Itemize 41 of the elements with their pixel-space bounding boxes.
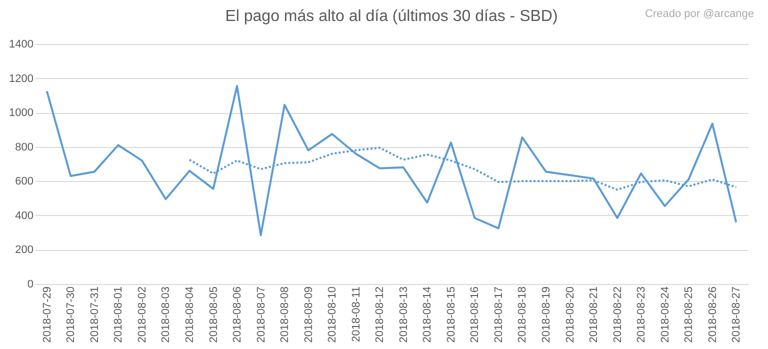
y-tick-label: 600 xyxy=(15,176,34,188)
x-tick-label: 2018-08-24 xyxy=(659,286,672,343)
x-tick-label: 2018-08-14 xyxy=(422,286,434,343)
y-tick-label: 0 xyxy=(27,278,34,290)
x-tick-label: 2018-08-02 xyxy=(136,286,148,343)
x-tick-label: 2018-08-18 xyxy=(516,286,529,343)
y-tick-label: 400 xyxy=(15,210,34,222)
x-tick-label: 2018-08-15 xyxy=(445,286,458,343)
x-tick-label: 2018-08-17 xyxy=(492,286,505,343)
x-tick-label: 2018-08-10 xyxy=(326,286,339,343)
x-tick-label: 2018-07-31 xyxy=(88,286,101,343)
x-tick-label: 2018-08-19 xyxy=(540,286,552,343)
y-tick-label: 1400 xyxy=(9,38,34,50)
x-tick-label: 2018-08-09 xyxy=(302,286,315,343)
x-tick-label: 2018-08-22 xyxy=(612,286,624,343)
x-tick-label: 2018-08-04 xyxy=(184,286,196,343)
x-tick-label: 2018-07-30 xyxy=(65,286,78,343)
x-tick-label: 2018-08-27 xyxy=(730,286,743,343)
x-tick-label: 2018-08-26 xyxy=(706,286,719,343)
y-tick-label: 1000 xyxy=(9,107,34,120)
text: Creado por @arcange xyxy=(644,8,754,20)
x-tick-label: 2018-08-05 xyxy=(208,286,220,343)
x-tick-label: 2018-08-13 xyxy=(398,286,410,343)
line-series xyxy=(46,85,738,236)
x-tick-label: 2018-08-06 xyxy=(232,286,244,343)
x-tick-label: 2018-08-01 xyxy=(112,286,125,343)
x-tick-label: 2018-08-07 xyxy=(255,286,268,343)
x-tick-label: 2018-08-21 xyxy=(588,286,600,343)
y-tick-label: 800 xyxy=(15,141,34,154)
x-tick-label: 2018-08-11 xyxy=(350,286,362,342)
x-tick-label: 2018-08-23 xyxy=(636,286,648,343)
x-tick-label: 2018-08-08 xyxy=(279,286,292,343)
x-tick-label: 2018-08-16 xyxy=(469,286,482,343)
y-tick-label: 200 xyxy=(15,244,34,256)
x-tick-label: 2018-08-25 xyxy=(683,286,696,343)
x-tick-label: 2018-08-12 xyxy=(374,286,386,343)
x-tick-label: 2018-08-03 xyxy=(160,286,172,343)
x-tick-label: 2018-08-20 xyxy=(564,286,576,343)
chart-title: El pago más alto al día (últimos 30 días - SBD) xyxy=(225,8,558,25)
y-tick-label: 1200 xyxy=(9,72,34,85)
x-tick-label: 2018-07-29 xyxy=(41,286,54,343)
